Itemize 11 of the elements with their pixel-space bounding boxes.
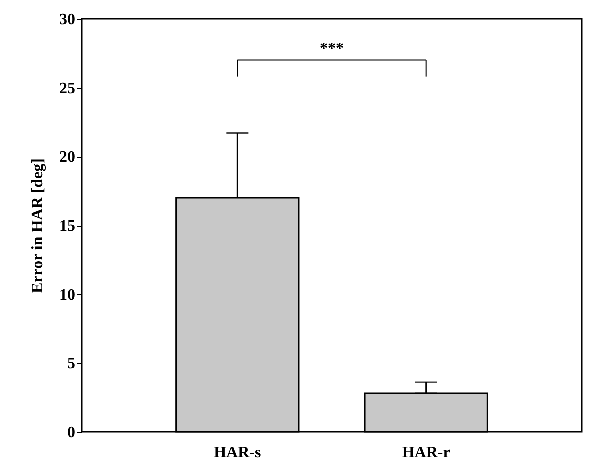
annotation: *** bbox=[320, 40, 344, 58]
x-tick-label: HAR-s bbox=[214, 444, 262, 462]
y-tick-label: 15 bbox=[60, 218, 76, 235]
y-tick-label: 25 bbox=[60, 80, 76, 98]
y-tick-label: 10 bbox=[60, 286, 76, 304]
x-tick-label: HAR-r bbox=[402, 444, 450, 462]
y-tick-label: 30 bbox=[60, 12, 76, 28]
y-tick-label: 0 bbox=[68, 424, 76, 442]
y-axis-title: Error in HAR [deg] bbox=[30, 158, 46, 294]
y-tick-label: 5 bbox=[68, 356, 76, 373]
y-tick-label: 20 bbox=[60, 149, 76, 166]
